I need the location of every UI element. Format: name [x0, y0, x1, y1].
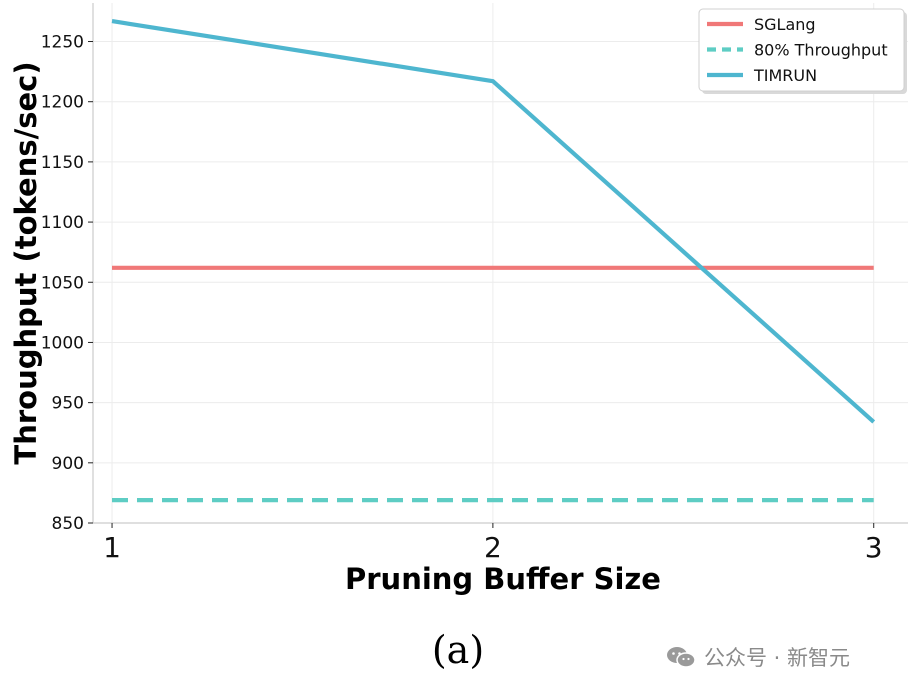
y-ticks: 850 900 950 1000 1050 1100 1150 1200 1250	[41, 33, 93, 534]
wechat-icon	[666, 645, 696, 669]
legend: SGLang 80% Throughput TIMRUN	[698, 8, 907, 94]
x-tick-label: 2	[484, 531, 502, 564]
chart: 850 900 950 1000 1050 1100 1150 1200 1250 1 2 3 Pr…	[9, 3, 908, 596]
x-axis-label: Pruning Buffer Size	[345, 562, 661, 596]
series-line-timrun	[111, 19, 876, 424]
y-tick-label: 1050	[41, 273, 84, 293]
y-tick-label: 1000	[41, 333, 84, 353]
watermark-text: 公众号 · 新智元	[704, 646, 851, 670]
y-tick-label: 950	[52, 394, 84, 414]
y-tick-label: 1100	[41, 213, 84, 233]
y-tick-label: 1250	[41, 33, 84, 53]
figure-caption: (a)	[431, 628, 485, 672]
y-tick-label: 900	[52, 454, 84, 474]
series-lines	[111, 19, 876, 503]
x-ticks: 1 2 3	[103, 523, 883, 564]
y-tick-label: 1150	[41, 153, 84, 173]
y-tick-label: 1200	[41, 93, 84, 113]
y-tick-label: 850	[52, 514, 84, 534]
watermark: 公众号 · 新智元	[666, 642, 850, 672]
legend-entry: 80% Throughput	[754, 41, 888, 60]
legend-entry: SGLang	[754, 15, 816, 34]
legend-box	[698, 8, 905, 92]
x-tick-label: 3	[865, 531, 883, 564]
y-axis-label: Throughput (tokens/sec)	[9, 61, 43, 464]
legend-entry: TIMRUN	[753, 66, 817, 85]
x-tick-label: 1	[103, 531, 121, 564]
axes	[92, 3, 908, 524]
